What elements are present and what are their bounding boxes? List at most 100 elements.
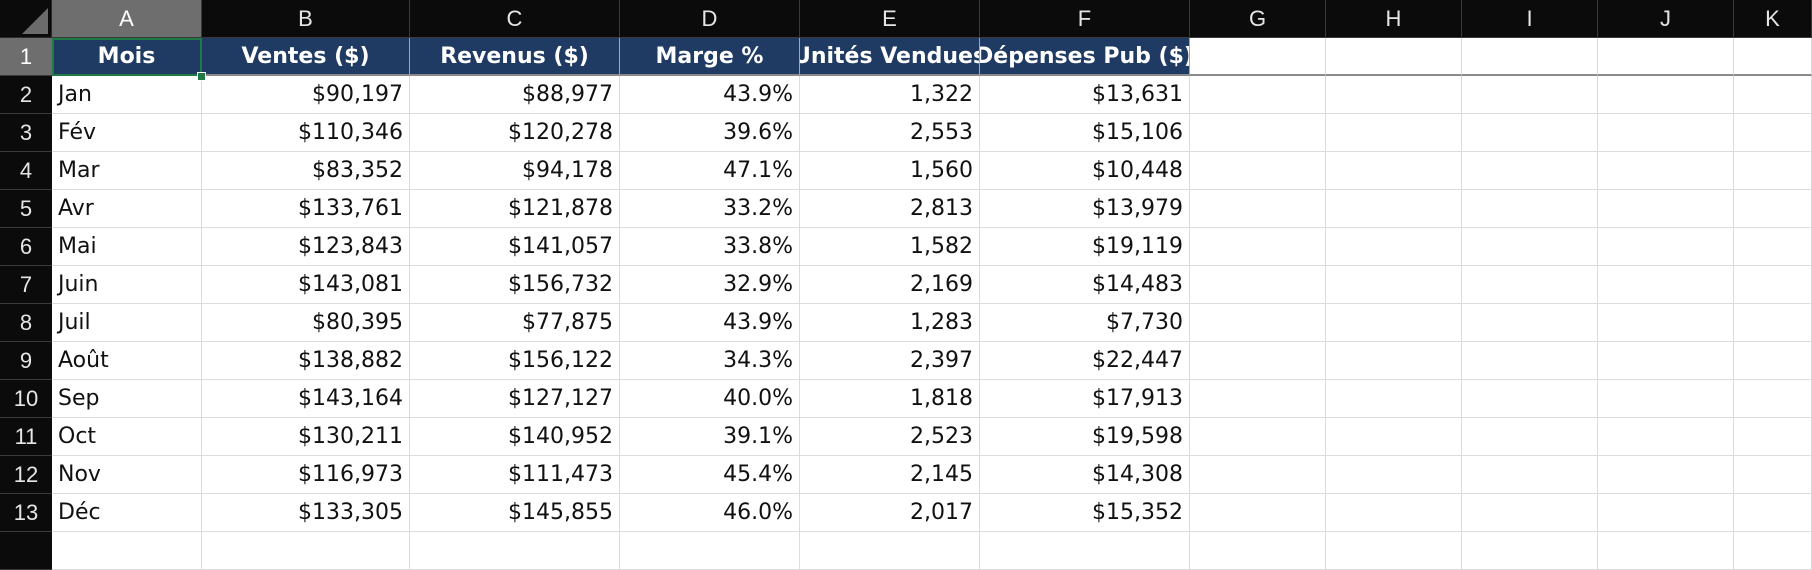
empty-cell[interactable] — [1462, 532, 1598, 570]
empty-cell[interactable] — [1326, 76, 1462, 114]
table-cell[interactable]: $143,164 — [202, 380, 410, 418]
table-cell[interactable]: Sep — [52, 380, 202, 418]
empty-cell[interactable] — [410, 532, 620, 570]
empty-cell[interactable] — [1598, 266, 1734, 304]
empty-cell[interactable] — [1326, 456, 1462, 494]
empty-cell[interactable] — [1598, 456, 1734, 494]
empty-cell[interactable] — [1598, 114, 1734, 152]
table-cell[interactable]: $121,878 — [410, 190, 620, 228]
table-cell[interactable]: $133,761 — [202, 190, 410, 228]
table-cell[interactable]: $140,952 — [410, 418, 620, 456]
table-cell[interactable]: $19,119 — [980, 228, 1190, 266]
empty-cell[interactable] — [1598, 304, 1734, 342]
table-header-cell[interactable]: Unités Vendues — [800, 38, 980, 76]
empty-cell[interactable] — [1462, 380, 1598, 418]
table-cell[interactable]: $83,352 — [202, 152, 410, 190]
table-cell[interactable]: $133,305 — [202, 494, 410, 532]
empty-cell[interactable] — [1326, 418, 1462, 456]
table-cell[interactable]: 47.1% — [620, 152, 800, 190]
empty-cell[interactable] — [1190, 532, 1326, 570]
table-cell[interactable]: $22,447 — [980, 342, 1190, 380]
row-header[interactable]: 5 — [0, 190, 52, 228]
table-cell[interactable]: Déc — [52, 494, 202, 532]
table-cell[interactable]: $17,913 — [980, 380, 1190, 418]
table-cell[interactable]: $10,448 — [980, 152, 1190, 190]
empty-cell[interactable] — [1462, 418, 1598, 456]
empty-cell[interactable] — [1734, 76, 1812, 114]
table-cell[interactable]: Août — [52, 342, 202, 380]
empty-cell[interactable] — [1734, 418, 1812, 456]
column-header-h[interactable]: H — [1326, 0, 1462, 38]
empty-cell[interactable] — [1734, 304, 1812, 342]
table-cell[interactable]: 32.9% — [620, 266, 800, 304]
table-cell[interactable]: $14,483 — [980, 266, 1190, 304]
table-cell[interactable]: Avr — [52, 190, 202, 228]
column-header-b[interactable]: B — [202, 0, 410, 38]
empty-cell[interactable] — [1326, 342, 1462, 380]
table-cell[interactable]: 39.6% — [620, 114, 800, 152]
empty-cell[interactable] — [202, 532, 410, 570]
empty-cell[interactable] — [1326, 228, 1462, 266]
table-header-cell[interactable]: Marge % — [620, 38, 800, 76]
table-cell[interactable]: 45.4% — [620, 456, 800, 494]
table-cell[interactable]: 1,818 — [800, 380, 980, 418]
table-cell[interactable]: $145,855 — [410, 494, 620, 532]
table-cell[interactable]: $13,979 — [980, 190, 1190, 228]
empty-cell[interactable] — [1326, 152, 1462, 190]
table-cell[interactable]: 39.1% — [620, 418, 800, 456]
empty-cell[interactable] — [1598, 76, 1734, 114]
empty-cell[interactable] — [1462, 76, 1598, 114]
table-cell[interactable]: $14,308 — [980, 456, 1190, 494]
empty-cell[interactable] — [1326, 494, 1462, 532]
table-header-cell[interactable]: Dépenses Pub ($) — [980, 38, 1190, 76]
empty-cell[interactable] — [1598, 494, 1734, 532]
empty-cell[interactable] — [980, 532, 1190, 570]
empty-cell[interactable] — [1462, 38, 1598, 76]
table-cell[interactable]: $90,197 — [202, 76, 410, 114]
table-cell[interactable]: $120,278 — [410, 114, 620, 152]
empty-cell[interactable] — [1190, 114, 1326, 152]
table-cell[interactable]: Mai — [52, 228, 202, 266]
empty-cell[interactable] — [1598, 190, 1734, 228]
empty-cell[interactable] — [1598, 418, 1734, 456]
empty-cell[interactable] — [1326, 38, 1462, 76]
table-cell[interactable]: $80,395 — [202, 304, 410, 342]
table-cell[interactable]: 43.9% — [620, 76, 800, 114]
empty-cell[interactable] — [1734, 228, 1812, 266]
empty-cell[interactable] — [800, 532, 980, 570]
empty-cell[interactable] — [1734, 380, 1812, 418]
empty-cell[interactable] — [1462, 266, 1598, 304]
table-cell[interactable]: 34.3% — [620, 342, 800, 380]
empty-cell[interactable] — [1598, 152, 1734, 190]
table-cell[interactable]: $156,122 — [410, 342, 620, 380]
empty-cell[interactable] — [1734, 114, 1812, 152]
fill-handle[interactable] — [197, 72, 206, 81]
empty-cell[interactable] — [52, 532, 202, 570]
table-header-cell[interactable]: Mois — [52, 38, 202, 76]
empty-cell[interactable] — [1462, 456, 1598, 494]
empty-cell[interactable] — [1190, 190, 1326, 228]
column-header-a[interactable]: A — [52, 0, 202, 38]
empty-cell[interactable] — [1598, 532, 1734, 570]
table-cell[interactable]: Juin — [52, 266, 202, 304]
table-cell[interactable]: $143,081 — [202, 266, 410, 304]
empty-cell[interactable] — [1190, 152, 1326, 190]
empty-cell[interactable] — [1326, 532, 1462, 570]
table-cell[interactable]: $94,178 — [410, 152, 620, 190]
empty-cell[interactable] — [1462, 494, 1598, 532]
row-header[interactable]: 1 — [0, 38, 52, 76]
empty-cell[interactable] — [1598, 380, 1734, 418]
table-cell[interactable]: Fév — [52, 114, 202, 152]
row-header[interactable]: 10 — [0, 380, 52, 418]
empty-cell[interactable] — [1734, 494, 1812, 532]
table-cell[interactable]: Juil — [52, 304, 202, 342]
row-header[interactable]: 6 — [0, 228, 52, 266]
empty-cell[interactable] — [1190, 380, 1326, 418]
empty-cell[interactable] — [1190, 76, 1326, 114]
table-cell[interactable]: 2,523 — [800, 418, 980, 456]
empty-cell[interactable] — [1598, 38, 1734, 76]
empty-cell[interactable] — [1734, 532, 1812, 570]
row-header[interactable] — [0, 532, 52, 570]
column-header-j[interactable]: J — [1598, 0, 1734, 38]
